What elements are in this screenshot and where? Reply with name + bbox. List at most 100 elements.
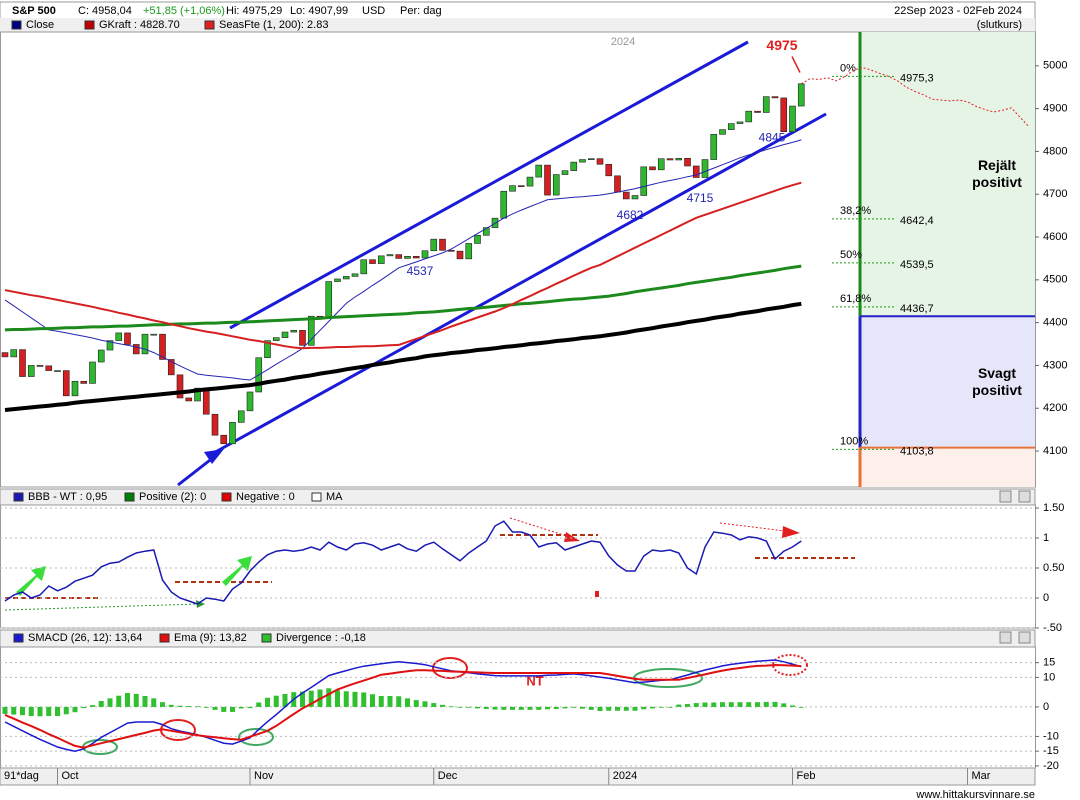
candle — [167, 359, 175, 376]
legend-label: Close — [26, 19, 54, 31]
candle — [27, 365, 35, 377]
candle — [395, 254, 403, 259]
candle — [404, 255, 411, 259]
candle — [631, 195, 639, 200]
zone — [860, 316, 1035, 448]
annotation: 4682 — [617, 208, 644, 222]
candle — [369, 259, 376, 264]
icon[interactable] — [1018, 490, 1031, 503]
candle — [649, 166, 656, 171]
bar — [273, 695, 279, 707]
legend-swatch — [261, 633, 272, 643]
y-tick-label: 4900 — [1043, 103, 1067, 115]
fib-percent: 50% — [840, 249, 862, 261]
x-axis-band — [0, 767, 1036, 786]
bar — [632, 706, 638, 711]
fib-percent: 100% — [840, 435, 868, 447]
candle — [544, 164, 551, 196]
bar — [536, 706, 542, 710]
main-frame — [0, 31, 1036, 488]
candle — [456, 250, 464, 260]
legend-band — [0, 18, 1035, 32]
bar — [221, 706, 227, 712]
bar — [247, 706, 253, 709]
candle — [465, 243, 473, 260]
annotation: 4845 — [759, 130, 786, 144]
y-tick-label: 4200 — [1043, 402, 1067, 414]
channel-upper — [229, 40, 749, 330]
smacd-legend-band — [0, 629, 1036, 648]
bar — [580, 706, 585, 709]
candle — [237, 410, 245, 423]
x-tick-label: 2024 — [613, 770, 637, 782]
arrow-head — [782, 526, 800, 538]
green-arrow — [222, 556, 252, 586]
y-tick-label: 1.50 — [1043, 502, 1064, 514]
candle — [202, 387, 210, 415]
candle — [10, 349, 18, 358]
bar — [90, 705, 95, 707]
bar — [562, 706, 568, 709]
candle — [500, 190, 508, 219]
bar — [230, 706, 235, 712]
y-tick-label: 0 — [1043, 592, 1049, 604]
icon[interactable] — [999, 490, 1012, 503]
bar — [527, 706, 533, 710]
bar — [133, 693, 139, 707]
legend-label: MA — [326, 491, 343, 503]
bar — [160, 702, 165, 707]
candle — [780, 97, 788, 133]
bar — [195, 706, 200, 708]
x-tick-label: Feb — [797, 770, 816, 782]
candle — [535, 164, 543, 178]
candle — [264, 340, 271, 359]
candle — [54, 370, 61, 372]
candle — [71, 380, 79, 397]
candle — [89, 361, 96, 384]
legend-label: GKraft : 4828.70 — [99, 19, 180, 31]
icon[interactable] — [999, 631, 1012, 644]
candle — [482, 227, 490, 236]
bar — [28, 706, 34, 717]
negative-bar — [595, 591, 599, 597]
y-tick-label: -20 — [1043, 760, 1059, 772]
line — [4, 663, 802, 749]
legend-label: BBB - WT : 0,95 — [28, 491, 107, 503]
fib-percent: 0% — [840, 62, 856, 74]
currency: USD — [362, 5, 385, 17]
line — [4, 301, 802, 412]
dotted-arrow — [509, 517, 571, 538]
bar — [151, 698, 157, 707]
y-tick-label: 10 — [1043, 671, 1055, 683]
icon[interactable] — [1018, 631, 1031, 644]
legend-swatch — [13, 492, 24, 502]
candle — [789, 105, 796, 133]
title: S&P 500 — [12, 5, 56, 17]
bar — [81, 706, 87, 709]
bar — [256, 702, 262, 707]
circle — [238, 728, 274, 746]
footer: www.hittakursvinnare.se — [915, 789, 1035, 800]
bar — [571, 706, 577, 708]
candle — [474, 235, 481, 244]
channel-lower — [209, 112, 827, 457]
x-tick-label: Mar — [972, 770, 991, 782]
y-tick-label: 4500 — [1043, 274, 1067, 286]
bar — [448, 706, 454, 708]
candle — [771, 96, 779, 99]
circle — [432, 657, 468, 679]
bar — [641, 706, 647, 710]
bar — [238, 706, 244, 709]
legend-swatch — [159, 633, 170, 643]
y-tick-label: -.50 — [1043, 622, 1062, 634]
bar — [545, 706, 550, 710]
y-tick-label: 15 — [1043, 657, 1055, 669]
bar — [466, 706, 472, 708]
arrow-head — [196, 600, 205, 608]
period-label: 91*dag — [4, 770, 39, 782]
bar — [265, 697, 270, 707]
bar — [553, 706, 559, 709]
bar — [20, 706, 25, 716]
fib-price: 4975,3 — [900, 72, 934, 84]
